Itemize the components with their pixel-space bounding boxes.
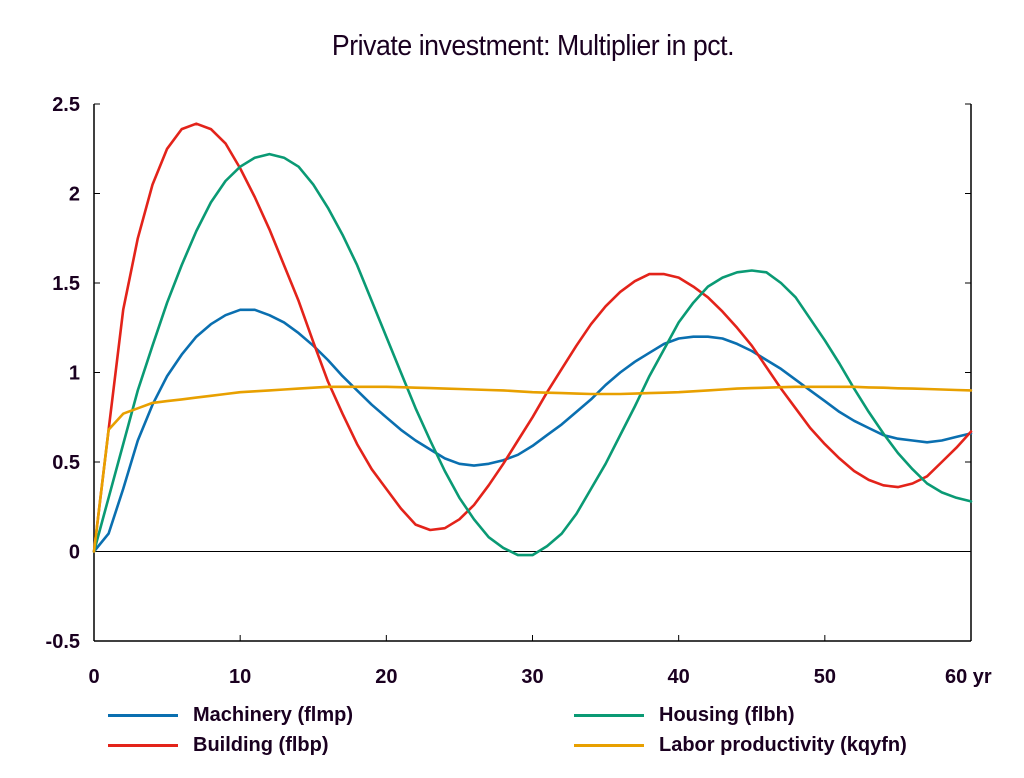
legend-item-labor-productivity: Labor productivity (kqyfn) [574,734,907,757]
y-tick-label: 2 [69,184,80,206]
x-tick-label: 50 [814,666,836,688]
legend-label-housing: Housing (flbh) [659,704,795,726]
x-tick-label: 10 [229,666,251,688]
series-line-building [92,122,973,553]
y-tick-label: 1.5 [52,273,80,295]
axes [93,103,972,642]
legend-swatch-building [108,744,178,747]
tick-labels: -0.5 0 0.5 1 1.5 2 2.5 0 10 20 30 40 50 60 yr [46,94,992,688]
legend-item-machinery: Machinery (flmp) [108,704,353,727]
chart-title: Private investment: Multiplier in pct. [331,30,735,62]
series-line-labor-productivity [92,385,973,553]
series-line-machinery [92,308,973,553]
y-tick-label: 1 [69,363,80,385]
legend-item-building: Building (flbp) [108,734,329,757]
legend-label-labor-productivity: Labor productivity (kqyfn) [659,734,907,756]
y-tick-label: 2.5 [52,94,80,116]
y-tick-label: 0.5 [52,452,80,474]
legend-label-building: Building (flbp) [193,734,329,756]
y-tick-label: 0 [69,542,80,564]
x-tick-label: 40 [668,666,690,688]
legend-label-machinery: Machinery (flmp) [193,704,354,726]
legend-swatch-housing [574,714,644,717]
legend-swatch-labor-productivity [574,744,644,747]
x-tick-label: 20 [375,666,397,688]
legend-item-housing: Housing (flbh) [574,704,795,727]
x-tick-label: 30 [521,666,543,688]
y-tick-label: -0.5 [46,631,80,653]
x-tick-label: 60 yr [945,666,992,688]
legend-swatch-machinery [108,714,178,717]
series-line-housing [92,152,973,557]
x-tick-label: 0 [88,666,99,688]
series-lines [92,122,973,557]
